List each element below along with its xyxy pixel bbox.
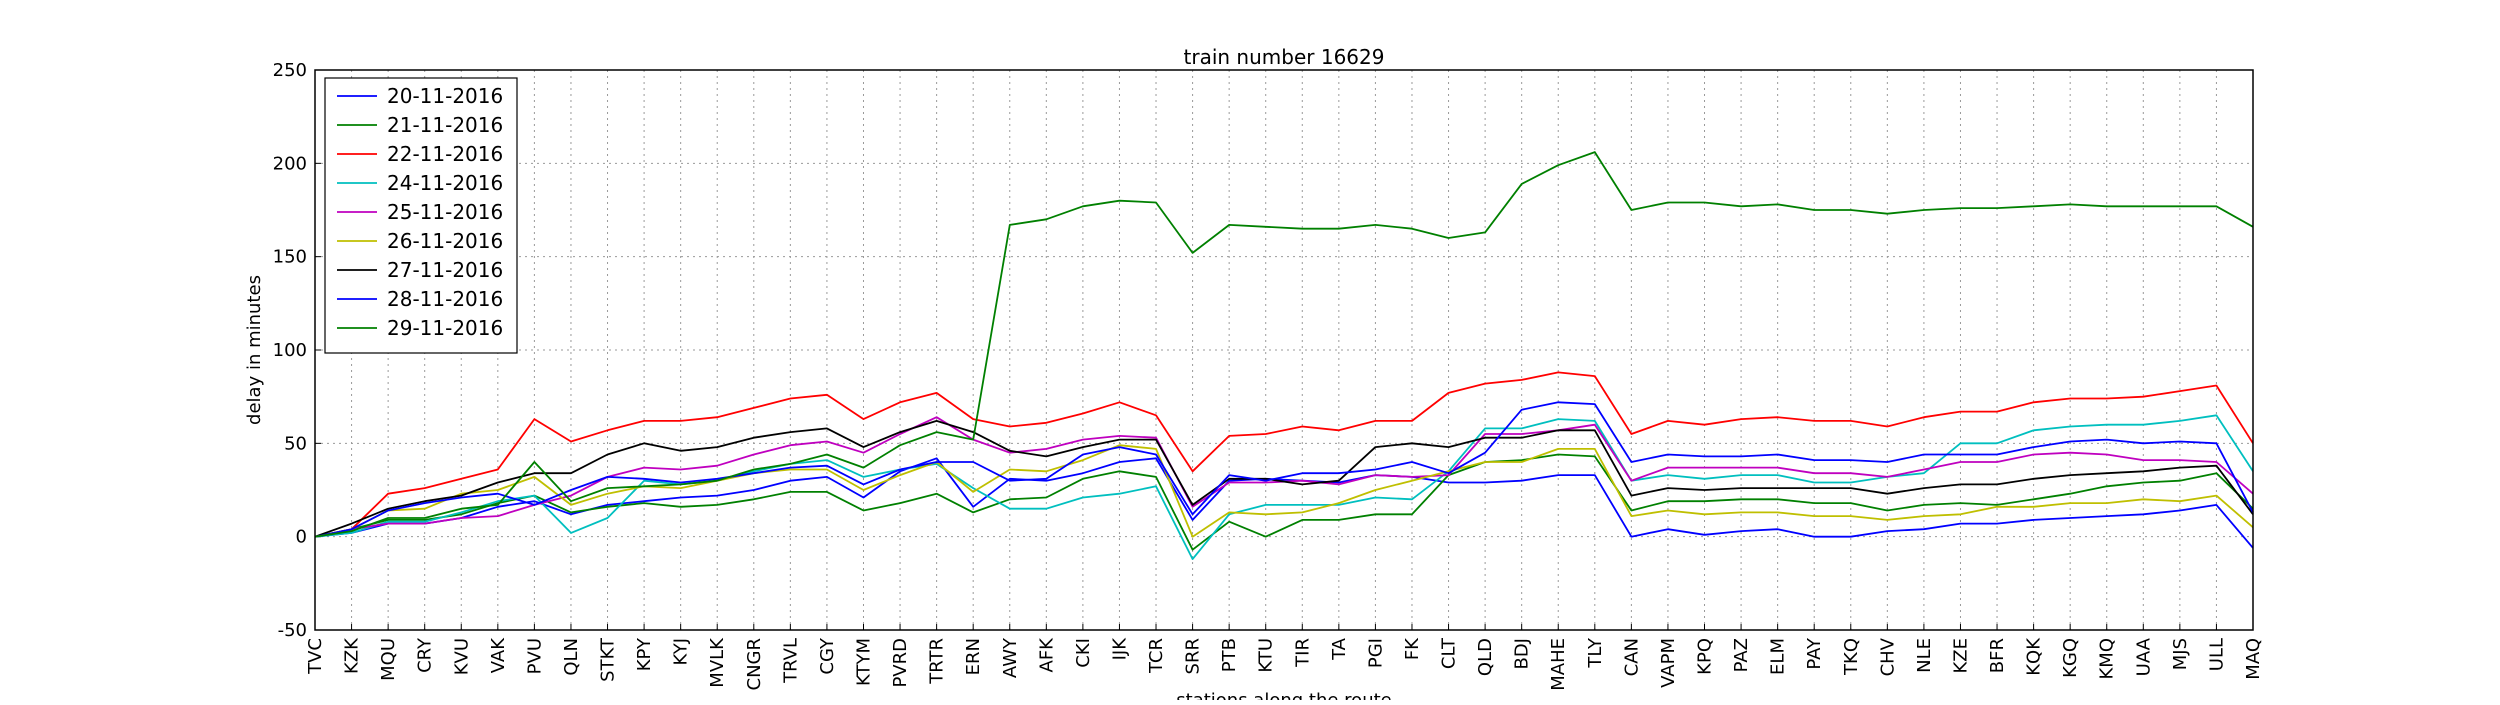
x-tick-label: AWY	[1000, 637, 1021, 678]
legend-entry: 22-11-2016	[387, 142, 503, 166]
x-tick-label: PAY	[1804, 637, 1825, 670]
series-line	[314, 401, 2254, 538]
legend-box	[324, 77, 518, 354]
x-tick-label: VAPM	[1658, 638, 1679, 688]
x-tick-label: AFK	[1036, 637, 1057, 673]
x-tick-label: ERN	[963, 638, 984, 675]
x-tick-label: KGQ	[2060, 638, 2081, 678]
x-tick-label: TVC	[305, 638, 326, 675]
series-line	[314, 371, 2254, 538]
x-tick-label: CLT	[1439, 637, 1460, 669]
legend-entry: 25-11-2016	[387, 200, 503, 224]
y-tick-labels: -50 0 50 100 150 200 250	[273, 60, 307, 641]
x-tick-label: CRY	[415, 637, 436, 673]
x-tick-label: MAHE	[1548, 638, 1569, 691]
x-tick-label: PGI	[1365, 638, 1386, 668]
x-tick-label: PVRD	[890, 638, 911, 688]
x-tick-label: NLE	[1914, 638, 1935, 673]
x-tick-label: TRVL	[780, 638, 801, 684]
x-tick-label: KQK	[2024, 637, 2045, 676]
x-tick-label: SRR	[1183, 638, 1204, 674]
x-tick-label: KVU	[451, 638, 472, 675]
x-tick-label: MQU	[378, 638, 399, 681]
legend-entry: 26-11-2016	[387, 229, 503, 253]
y-tick-label: 150	[273, 247, 307, 268]
x-tick-label: CKI	[1073, 638, 1094, 668]
x-tick-label: MVLK	[707, 637, 728, 688]
series-line	[314, 419, 2254, 538]
series-line	[314, 457, 2254, 549]
y-tick-label: 200	[273, 153, 307, 174]
x-tick-label: UAA	[2133, 637, 2154, 676]
x-tick-label: QLD	[1475, 638, 1496, 676]
x-tick-label: KZK	[342, 637, 363, 674]
x-tick-label: TCR	[1146, 638, 1167, 674]
x-tick-label: ULL	[2206, 638, 2227, 671]
x-tick-label: VAK	[488, 637, 509, 673]
x-tick-label: BFR	[1987, 638, 2008, 673]
x-tick-label: PAZ	[1731, 638, 1752, 672]
x-tick-label: CGY	[817, 637, 838, 675]
x-tick-label: KTYM	[853, 638, 874, 686]
x-tick-label: KPQ	[1695, 638, 1716, 675]
x-axis-label: stations along the route	[1176, 690, 1391, 700]
legend-entry: 28-11-2016	[387, 287, 503, 311]
x-tick-labels: TVC KZK MQU CRY KVU VAK PVU QLN STKT KPY KYJ MVLK CN…	[305, 637, 2264, 691]
legend-entry: 20-11-2016	[387, 84, 503, 108]
x-tick-label: PVU	[524, 638, 545, 674]
x-tick-label: KZE	[1950, 638, 1971, 674]
legend-entry: 29-11-2016	[387, 316, 503, 340]
plot-frame	[314, 69, 2254, 631]
x-tick-label: TA	[1329, 637, 1350, 661]
legend-entry: 21-11-2016	[387, 113, 503, 137]
series-layer	[314, 151, 2254, 560]
legend-entry: 27-11-2016	[387, 258, 503, 282]
y-tick-label: 100	[273, 340, 307, 361]
y-tick-label: 50	[284, 433, 307, 454]
x-tick-label: ELM	[1768, 638, 1789, 675]
series-line	[314, 414, 2254, 560]
x-tick-label: CAN	[1621, 638, 1642, 676]
chart-title: train number 16629	[1184, 45, 1385, 69]
grid-layer	[314, 69, 2254, 631]
y-axis-label: delay in minutes	[244, 275, 265, 425]
x-tick-label: STKT	[598, 637, 619, 682]
x-tick-label: CHV	[1877, 637, 1898, 676]
x-tick-label: FK	[1402, 637, 1423, 660]
series-line	[314, 444, 2254, 538]
legend-entry: 24-11-2016	[387, 171, 503, 195]
legend: 20-11-2016 21-11-2016 22-11-2016 24-11-2016…	[324, 77, 518, 354]
x-tick-label: KYJ	[671, 638, 692, 665]
series-line	[314, 151, 2254, 538]
x-tick-label: KPY	[634, 637, 655, 671]
x-tick-label: KTU	[1256, 638, 1277, 673]
x-tick-label: MJS	[2170, 638, 2191, 670]
y-tick-label: -50	[278, 620, 307, 641]
x-tick-label: TLY	[1585, 637, 1606, 669]
x-tick-label: TKQ	[1841, 638, 1862, 676]
x-tick-label: PTB	[1219, 638, 1240, 672]
x-tick-label: QLN	[561, 638, 582, 676]
y-tick-label: 0	[296, 527, 307, 548]
x-tick-label: IJK	[1109, 637, 1130, 661]
x-tick-label: BDJ	[1512, 638, 1533, 670]
x-tick-label: MAQ	[2243, 638, 2264, 680]
x-tick-label: TIR	[1292, 638, 1313, 668]
x-tick-label: TRTR	[927, 638, 948, 685]
series-line	[314, 453, 2254, 551]
y-tick-label: 250	[273, 60, 307, 81]
x-tick-label: KMQ	[2097, 638, 2118, 680]
x-tick-label: CNGR	[744, 638, 765, 691]
